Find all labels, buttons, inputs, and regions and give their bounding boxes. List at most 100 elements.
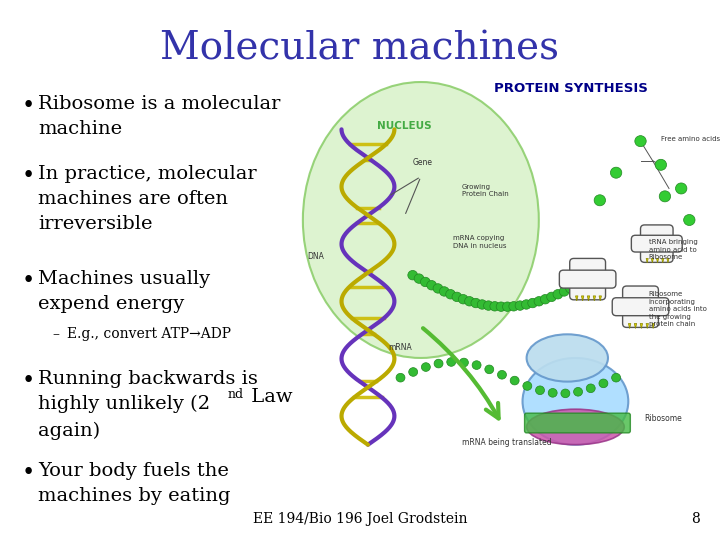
- Circle shape: [427, 280, 436, 290]
- Ellipse shape: [526, 409, 624, 445]
- Text: •: •: [22, 165, 35, 187]
- Text: PROTEIN SYNTHESIS: PROTEIN SYNTHESIS: [495, 82, 648, 95]
- Circle shape: [553, 289, 563, 299]
- FancyBboxPatch shape: [623, 286, 658, 327]
- Text: again): again): [38, 422, 100, 440]
- Text: Ribosome: Ribosome: [644, 414, 683, 423]
- Text: Running backwards is
highly unlikely (2: Running backwards is highly unlikely (2: [38, 370, 258, 414]
- FancyBboxPatch shape: [525, 413, 630, 433]
- Text: mRNA being translated: mRNA being translated: [462, 438, 551, 447]
- FancyBboxPatch shape: [641, 225, 673, 262]
- Circle shape: [599, 379, 608, 388]
- Circle shape: [496, 302, 506, 312]
- Circle shape: [421, 363, 431, 372]
- Ellipse shape: [303, 82, 539, 358]
- Polygon shape: [657, 259, 659, 263]
- Text: Your body fuels the
machines by eating: Your body fuels the machines by eating: [38, 462, 230, 505]
- Circle shape: [586, 384, 595, 393]
- Text: In practice, molecular
machines are often
irreversible: In practice, molecular machines are ofte…: [38, 165, 256, 233]
- Circle shape: [446, 357, 456, 366]
- Circle shape: [498, 370, 506, 379]
- Circle shape: [635, 136, 647, 147]
- Text: •: •: [22, 370, 35, 392]
- Circle shape: [433, 284, 443, 293]
- Circle shape: [452, 292, 462, 302]
- Circle shape: [611, 373, 621, 382]
- Circle shape: [409, 368, 418, 376]
- Polygon shape: [640, 323, 642, 328]
- Circle shape: [408, 271, 418, 280]
- Circle shape: [578, 277, 588, 287]
- Circle shape: [566, 284, 575, 293]
- Circle shape: [523, 382, 532, 390]
- Text: mRNA: mRNA: [388, 343, 412, 352]
- Circle shape: [536, 386, 544, 395]
- Circle shape: [548, 388, 557, 397]
- Text: Law: Law: [245, 388, 292, 406]
- FancyBboxPatch shape: [612, 298, 669, 316]
- Circle shape: [660, 191, 670, 202]
- Circle shape: [683, 214, 695, 226]
- Text: Molecular machines: Molecular machines: [161, 30, 559, 67]
- Circle shape: [509, 301, 518, 311]
- Circle shape: [594, 195, 606, 206]
- Circle shape: [515, 301, 525, 310]
- Text: •: •: [22, 270, 35, 292]
- Circle shape: [521, 300, 531, 309]
- Polygon shape: [593, 296, 595, 301]
- Circle shape: [459, 358, 469, 367]
- Circle shape: [675, 183, 687, 194]
- Circle shape: [439, 287, 449, 296]
- Text: Growing
Protein Chain: Growing Protein Chain: [462, 184, 508, 197]
- Circle shape: [541, 294, 550, 304]
- Text: E.g., convert ATP→ADP: E.g., convert ATP→ADP: [67, 327, 231, 341]
- Text: mRNA copying
DNA in nucleus: mRNA copying DNA in nucleus: [454, 235, 507, 248]
- Text: Free amino acids: Free amino acids: [661, 136, 720, 142]
- Circle shape: [484, 301, 493, 310]
- Polygon shape: [652, 259, 654, 263]
- Circle shape: [396, 373, 405, 382]
- Ellipse shape: [523, 358, 629, 444]
- Polygon shape: [646, 259, 648, 263]
- Circle shape: [485, 365, 494, 374]
- Circle shape: [434, 359, 443, 368]
- Circle shape: [534, 296, 544, 306]
- Text: 8: 8: [691, 512, 700, 526]
- Circle shape: [459, 294, 468, 304]
- Circle shape: [611, 167, 622, 178]
- Circle shape: [420, 277, 431, 287]
- Circle shape: [471, 298, 481, 308]
- Ellipse shape: [526, 334, 608, 382]
- Circle shape: [490, 301, 500, 311]
- Polygon shape: [662, 259, 664, 263]
- Circle shape: [561, 389, 570, 398]
- Circle shape: [503, 302, 512, 312]
- Circle shape: [510, 376, 519, 385]
- Text: –: –: [52, 327, 59, 341]
- Text: nd: nd: [228, 388, 244, 401]
- Circle shape: [464, 296, 474, 306]
- Circle shape: [559, 287, 569, 296]
- Text: NUCLEUS: NUCLEUS: [377, 122, 432, 131]
- Polygon shape: [646, 323, 649, 328]
- Polygon shape: [634, 323, 636, 328]
- Polygon shape: [588, 296, 590, 301]
- Text: •: •: [22, 95, 35, 117]
- Text: EE 194/Bio 196 Joel Grodstein: EE 194/Bio 196 Joel Grodstein: [253, 512, 467, 526]
- Circle shape: [477, 300, 487, 309]
- FancyBboxPatch shape: [559, 270, 616, 288]
- Text: Machines usually
expend energy: Machines usually expend energy: [38, 270, 210, 313]
- Circle shape: [655, 159, 667, 170]
- FancyBboxPatch shape: [570, 259, 606, 300]
- Text: •: •: [22, 462, 35, 484]
- Circle shape: [546, 292, 557, 302]
- Text: tRNA bringing
amino acid to
Ribosome: tRNA bringing amino acid to Ribosome: [649, 239, 698, 260]
- Text: Gene: Gene: [413, 158, 433, 167]
- Text: Ribosome
incorporating
amino acids into
the growing
protein chain: Ribosome incorporating amino acids into …: [649, 292, 706, 327]
- Circle shape: [472, 361, 481, 369]
- Text: Ribosome is a molecular
machine: Ribosome is a molecular machine: [38, 95, 280, 138]
- Polygon shape: [667, 259, 669, 263]
- Circle shape: [528, 298, 538, 308]
- FancyBboxPatch shape: [631, 235, 683, 252]
- Polygon shape: [582, 296, 584, 301]
